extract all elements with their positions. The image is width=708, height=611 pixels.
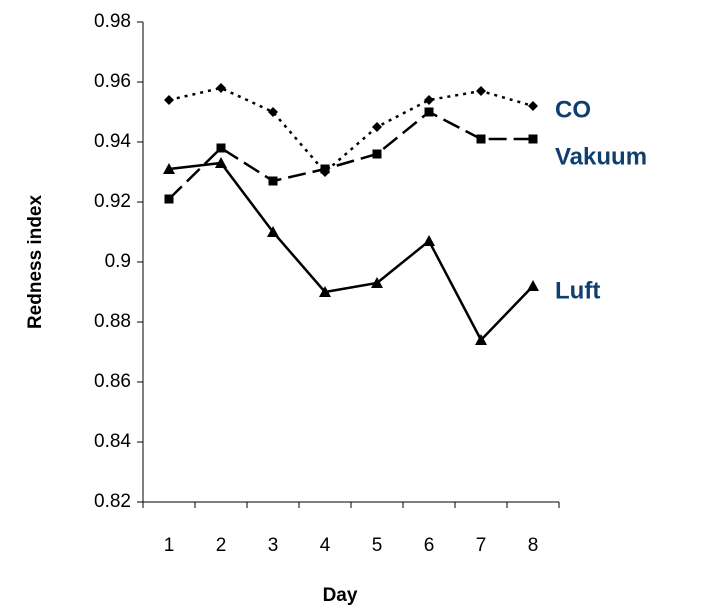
y-tick-label: 0.84 xyxy=(94,431,131,452)
y-tick-label: 0.9 xyxy=(105,251,131,272)
diamond-marker xyxy=(268,107,278,117)
y-tick-label: 0.96 xyxy=(94,71,131,92)
diamond-marker xyxy=(424,95,434,105)
square-marker xyxy=(268,176,278,186)
triangle-marker xyxy=(267,226,279,237)
diamond-marker xyxy=(164,95,174,105)
x-tick-label: 1 xyxy=(164,535,175,556)
series-label: Luft xyxy=(555,277,600,304)
x-tick-label: 3 xyxy=(268,535,279,556)
triangle-marker xyxy=(371,277,383,288)
y-tick-label: 0.86 xyxy=(94,371,131,392)
y-axis-title: Redness index xyxy=(25,195,46,330)
diamond-marker xyxy=(528,101,538,111)
diamond-marker xyxy=(476,86,486,96)
series-label: Vakuum xyxy=(555,143,647,170)
triangle-marker xyxy=(475,334,487,345)
series-label: CO xyxy=(555,96,591,123)
x-tick-label: 2 xyxy=(216,535,227,556)
series-line xyxy=(168,86,534,174)
triangle-marker xyxy=(319,286,331,297)
series-line xyxy=(168,161,534,343)
x-tick-label: 8 xyxy=(528,535,539,556)
y-tick-label: 0.98 xyxy=(94,11,131,32)
triangle-marker xyxy=(527,280,539,291)
series-line xyxy=(168,110,533,200)
square-marker xyxy=(424,107,434,117)
square-marker xyxy=(476,134,486,144)
square-marker xyxy=(164,194,174,204)
triangle-marker xyxy=(163,163,175,174)
square-marker xyxy=(320,164,330,174)
y-tick-label: 0.92 xyxy=(94,191,131,212)
x-tick-label: 6 xyxy=(424,535,435,556)
x-axis-title: Day xyxy=(323,585,358,606)
y-tick-label: 0.94 xyxy=(94,131,131,152)
triangle-marker xyxy=(423,235,435,246)
square-marker xyxy=(216,143,226,153)
y-tick-label: 0.82 xyxy=(94,491,131,512)
x-tick-label: 7 xyxy=(476,535,487,556)
square-marker xyxy=(528,134,538,144)
diamond-marker xyxy=(372,122,382,132)
diamond-marker xyxy=(216,83,226,93)
square-marker xyxy=(372,149,382,159)
x-tick-label: 5 xyxy=(372,535,383,556)
y-tick-label: 0.88 xyxy=(94,311,131,332)
triangle-marker xyxy=(215,157,227,168)
x-tick-label: 4 xyxy=(320,535,331,556)
